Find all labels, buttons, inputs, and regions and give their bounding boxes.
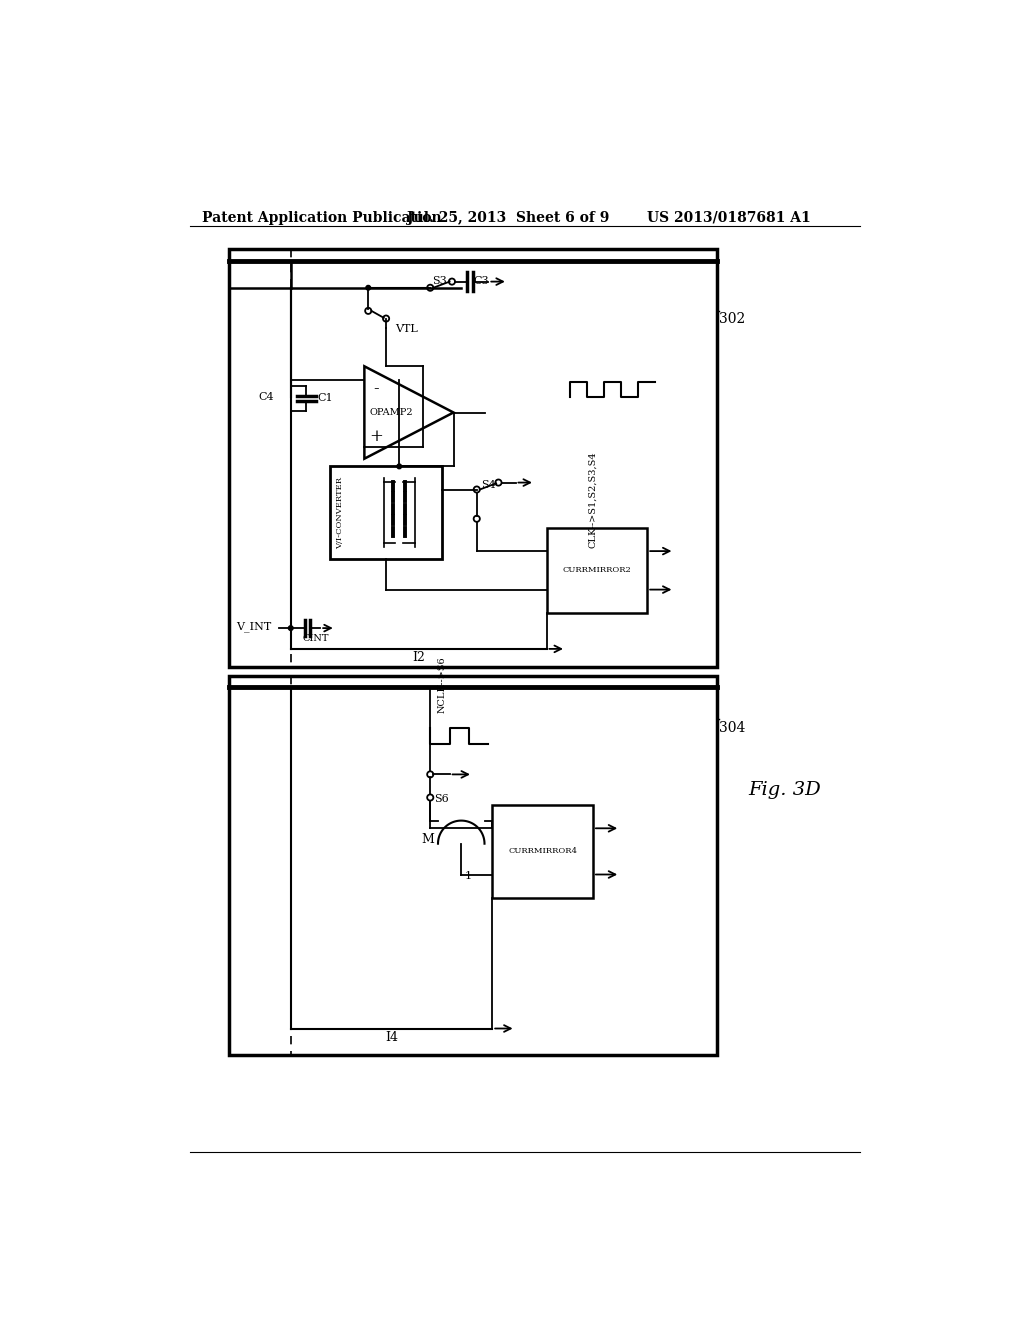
Text: CURRMIRROR2: CURRMIRROR2: [562, 566, 631, 574]
Text: C4: C4: [258, 392, 273, 403]
Text: -: -: [373, 380, 379, 397]
Circle shape: [397, 465, 401, 469]
Text: CINT: CINT: [302, 635, 329, 643]
Text: NCLK-->S6: NCLK-->S6: [438, 656, 447, 713]
Circle shape: [366, 285, 371, 290]
Text: C1: C1: [317, 393, 333, 403]
Text: C3: C3: [473, 276, 488, 286]
Text: Jul. 25, 2013  Sheet 6 of 9: Jul. 25, 2013 Sheet 6 of 9: [407, 211, 609, 224]
Circle shape: [289, 626, 293, 631]
Text: CLK-->S1,S2,S3,S4: CLK-->S1,S2,S3,S4: [589, 451, 597, 548]
Text: CURRMIRROR4: CURRMIRROR4: [508, 847, 578, 855]
Text: 1: 1: [465, 871, 472, 880]
Text: 302: 302: [719, 313, 745, 326]
Bar: [228, 249, 717, 667]
Text: S3: S3: [432, 276, 447, 286]
Text: Fig. 3D: Fig. 3D: [748, 781, 821, 799]
Bar: [330, 466, 442, 558]
Text: M: M: [421, 833, 434, 846]
Text: 304: 304: [719, 721, 745, 734]
Text: V/I-CONVERTER: V/I-CONVERTER: [336, 477, 344, 549]
Bar: [228, 676, 717, 1056]
Text: +: +: [369, 428, 383, 445]
Bar: [547, 528, 647, 612]
Text: I4: I4: [385, 1031, 398, 1044]
Text: OPAMP2: OPAMP2: [370, 408, 414, 417]
Text: S6: S6: [434, 793, 449, 804]
Text: I2: I2: [413, 651, 425, 664]
Text: Patent Application Publication: Patent Application Publication: [202, 211, 441, 224]
Text: S4: S4: [480, 480, 496, 490]
Text: US 2013/0187681 A1: US 2013/0187681 A1: [647, 211, 811, 224]
Text: VTL: VTL: [395, 323, 418, 334]
Bar: [493, 805, 593, 898]
Text: V_INT: V_INT: [237, 622, 271, 632]
